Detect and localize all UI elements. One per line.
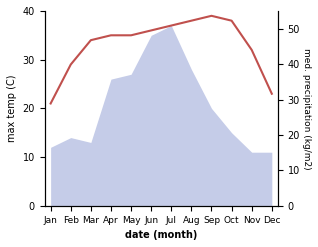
Y-axis label: med. precipitation (kg/m2): med. precipitation (kg/m2) — [302, 48, 311, 169]
Y-axis label: max temp (C): max temp (C) — [7, 75, 17, 142]
X-axis label: date (month): date (month) — [125, 230, 197, 240]
